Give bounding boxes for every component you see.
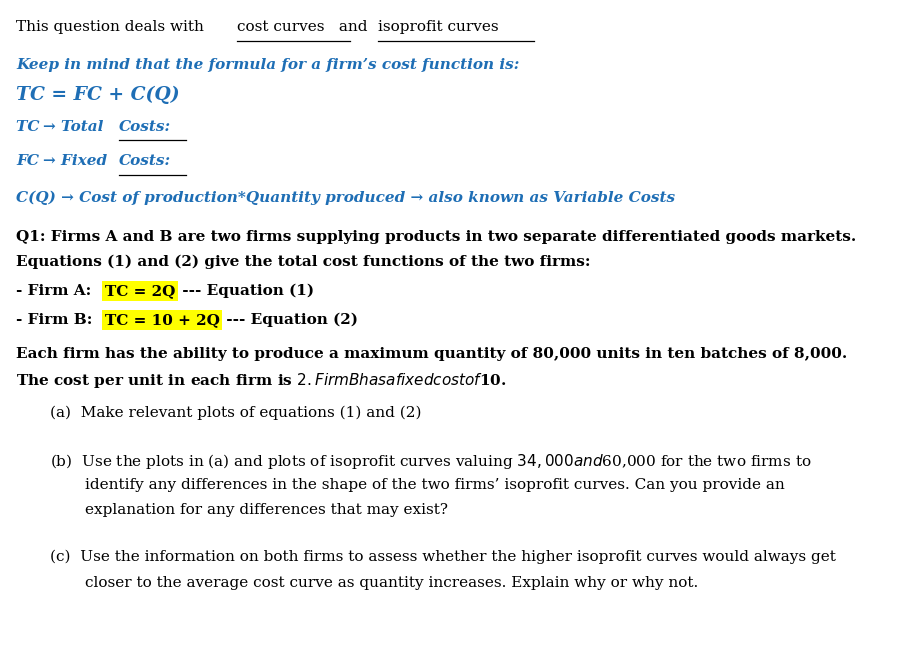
Text: --- Equation (1): --- Equation (1) bbox=[177, 284, 314, 298]
Text: TC: TC bbox=[16, 120, 45, 133]
Text: Costs:: Costs: bbox=[118, 154, 170, 168]
Text: TC = 2Q: TC = 2Q bbox=[105, 284, 175, 298]
Text: Keep in mind that the formula for a firm’s cost function is:: Keep in mind that the formula for a firm… bbox=[16, 58, 519, 72]
Text: and: and bbox=[334, 20, 373, 34]
Text: cost curves: cost curves bbox=[236, 20, 324, 34]
Text: The cost per unit in each firm is $2. Firm B has a fixed cost of $10.: The cost per unit in each firm is $2. Fi… bbox=[16, 371, 506, 390]
Text: explanation for any differences that may exist?: explanation for any differences that may… bbox=[85, 503, 447, 517]
Text: Costs:: Costs: bbox=[118, 120, 170, 133]
Text: TC = 10 + 2Q: TC = 10 + 2Q bbox=[105, 313, 219, 327]
Text: closer to the average cost curve as quantity increases. Explain why or why not.: closer to the average cost curve as quan… bbox=[85, 576, 697, 589]
Text: → Total: → Total bbox=[42, 120, 108, 133]
Text: This question deals with: This question deals with bbox=[16, 20, 208, 34]
Text: --- Equation (2): --- Equation (2) bbox=[221, 313, 358, 327]
Text: Each firm has the ability to produce a maximum quantity of 80,000 units in ten b: Each firm has the ability to produce a m… bbox=[16, 347, 847, 361]
Text: identify any differences in the shape of the two firms’ isoprofit curves. Can yo: identify any differences in the shape of… bbox=[85, 478, 784, 491]
Text: TC = FC + C(Q): TC = FC + C(Q) bbox=[16, 85, 179, 104]
Text: isoprofit curves: isoprofit curves bbox=[378, 20, 499, 34]
Text: Q1: Firms A and B are two firms supplying products in two separate differentiate: Q1: Firms A and B are two firms supplyin… bbox=[16, 230, 856, 244]
Text: (a)  Make relevant plots of equations (1) and (2): (a) Make relevant plots of equations (1)… bbox=[50, 406, 420, 420]
Text: (b)  Use the plots in (a) and plots of isoprofit curves valuing $34,000 and $60,: (b) Use the plots in (a) and plots of is… bbox=[50, 452, 810, 471]
Text: FC: FC bbox=[16, 154, 44, 168]
Text: Equations (1) and (2) give the total cost functions of the two firms:: Equations (1) and (2) give the total cos… bbox=[16, 255, 590, 269]
Text: → Fixed: → Fixed bbox=[42, 154, 112, 168]
Text: - Firm A:: - Firm A: bbox=[16, 284, 97, 298]
Text: (c)  Use the information on both firms to assess whether the higher isoprofit cu: (c) Use the information on both firms to… bbox=[50, 550, 834, 564]
Text: - Firm B:: - Firm B: bbox=[16, 313, 97, 327]
Text: C(Q) → Cost of production*Quantity produced → also known as Variable Costs: C(Q) → Cost of production*Quantity produ… bbox=[16, 191, 675, 205]
